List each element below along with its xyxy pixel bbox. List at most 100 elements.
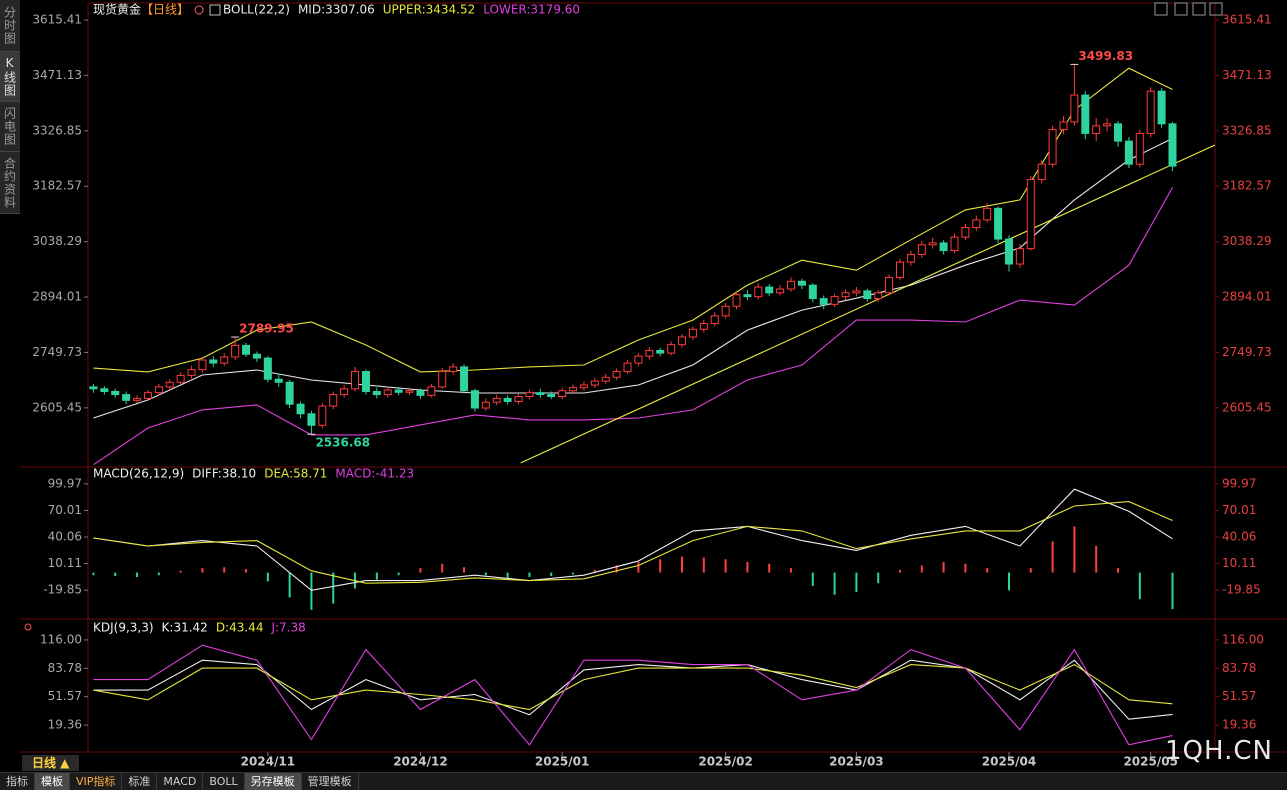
macd-bar: [964, 563, 967, 573]
candle-body: [645, 349, 654, 357]
sidebar-tab[interactable]: 闪电图: [0, 102, 20, 152]
candle-body: [732, 294, 741, 307]
candle-body: [503, 397, 512, 402]
y-tick-label-right: -19.85: [1222, 583, 1261, 597]
candle-body: [819, 298, 828, 305]
toolbar-icons[interactable]: [1154, 2, 1223, 16]
candle-body: [231, 344, 240, 358]
x-tick-label: 2025/02: [698, 755, 752, 769]
candle-body: [547, 394, 556, 397]
candle-body: [558, 390, 567, 397]
y-tick-label-right: 3182.57: [1222, 179, 1272, 193]
tab[interactable]: 标准: [122, 773, 158, 790]
macd-bar: [484, 572, 487, 576]
candle-body: [89, 386, 98, 390]
candle-body: [383, 389, 392, 396]
candle-body: [972, 219, 981, 229]
candle-body: [841, 292, 850, 298]
candle-body: [1026, 179, 1035, 250]
candle-body: [536, 392, 545, 396]
candle-body: [318, 405, 327, 426]
tab[interactable]: VIP指标: [70, 773, 123, 790]
candle-body: [852, 290, 861, 294]
legend-label: 【日线】: [141, 3, 189, 17]
legend-label: MID:3307.06: [298, 3, 375, 17]
sidebar-tab[interactable]: 合约资料: [0, 152, 20, 214]
candle-body: [656, 349, 665, 354]
y-tick-label-right: 3038.29: [1222, 234, 1272, 248]
candle-body: [1070, 94, 1079, 123]
candle-body: [514, 395, 523, 402]
macd-bar: [659, 559, 662, 573]
candle-body: [416, 390, 425, 396]
macd-bar: [855, 572, 858, 593]
y-tick-label-right: 19.36: [1222, 718, 1256, 732]
candle-body: [492, 397, 501, 403]
candle-body: [1124, 140, 1133, 165]
annotation: 2789.95: [239, 321, 294, 335]
candle-body: [154, 386, 163, 394]
sidebar-tab[interactable]: 分时图: [0, 0, 20, 52]
macd-bar: [223, 567, 226, 573]
icon[interactable]: [1174, 2, 1188, 16]
candle-body: [1037, 163, 1046, 181]
candle-body: [372, 391, 381, 396]
x-tick-label: 2025/03: [829, 755, 883, 769]
tab[interactable]: BOLL: [203, 773, 245, 790]
tab[interactable]: 指标: [0, 773, 35, 790]
candle-body: [983, 207, 992, 221]
y-tick-label: 2749.73: [32, 345, 82, 359]
macd-bar: [201, 568, 204, 573]
candle-body: [274, 378, 283, 383]
icon[interactable]: [1192, 2, 1206, 16]
icon[interactable]: [1209, 2, 1223, 16]
macd-bar: [1008, 572, 1011, 591]
y-tick-label-right: 116.00: [1222, 632, 1264, 646]
candle-body: [307, 413, 316, 426]
period-selector[interactable]: 日线 ▲: [22, 755, 80, 771]
candle-body: [438, 371, 447, 388]
y-tick-label: 40.06: [48, 530, 82, 544]
watermark: 1QH.CN: [1165, 736, 1273, 766]
sidebar-tab[interactable]: K线图: [0, 52, 20, 102]
macd-bar: [1029, 568, 1032, 573]
y-tick-label-right: 40.06: [1222, 530, 1256, 544]
y-tick-label-right: 10.11: [1222, 556, 1256, 570]
candle-body: [569, 387, 578, 392]
tab[interactable]: 管理模板: [302, 773, 359, 790]
tab[interactable]: 模板: [35, 773, 70, 790]
macd-bar: [375, 572, 378, 580]
candle-body: [525, 392, 534, 397]
macd-bar: [942, 561, 945, 573]
indicator-line: [93, 187, 1173, 465]
y-tick-label-right: 70.01: [1222, 503, 1256, 517]
icon[interactable]: [1154, 2, 1168, 16]
candle-body: [797, 280, 806, 286]
candle-body: [699, 323, 708, 330]
y-tick-label-right: 2605.45: [1222, 400, 1272, 414]
candle-body: [329, 394, 338, 407]
macd-bar: [1116, 568, 1119, 573]
candle-body: [961, 227, 970, 238]
tab[interactable]: 另存模板: [244, 773, 302, 790]
indicator-line: [93, 659, 1173, 720]
kdj-icon[interactable]: [24, 623, 32, 631]
candle-body: [198, 359, 207, 371]
bottom-tabs: 指标 模板 VIP指标 标准 MACD BOLL 另存模板 管理模板: [0, 772, 1287, 790]
y-tick-label: 99.97: [48, 476, 82, 490]
candle-body: [1005, 238, 1014, 265]
y-tick-label: -19.85: [43, 583, 82, 597]
macd-bar: [157, 572, 160, 576]
macd-bar: [920, 565, 923, 573]
legend-label: BOLL(22,2): [223, 3, 290, 17]
macd-bar: [1171, 572, 1174, 610]
candle-body: [994, 207, 1003, 240]
candle-body: [394, 389, 403, 393]
indicator-line: [93, 488, 1173, 591]
candle-body: [263, 357, 272, 380]
x-tick-label: 2025/05: [1123, 755, 1177, 769]
indicator-line: [93, 67, 1173, 373]
indicator-line: [93, 501, 1173, 584]
tab[interactable]: MACD: [157, 773, 204, 790]
candle-body: [252, 353, 261, 359]
